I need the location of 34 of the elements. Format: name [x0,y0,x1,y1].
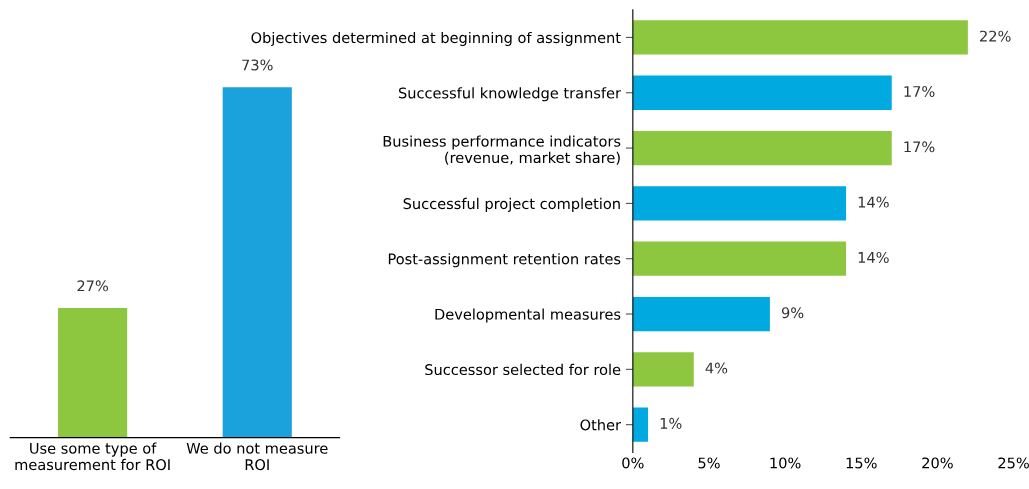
bar [632,186,847,221]
x-tick-label: Use some type of measurement for ROI [15,442,170,471]
x-tick-label: 20% [922,457,953,469]
bar [632,407,649,442]
data-label: 17% [904,141,935,153]
y-tick-label: Business performance indicators (revenue, market share) [383,135,621,165]
y-tick-label: Successor selected for role [425,363,621,376]
y-tick-label: Developmental measures [435,308,621,323]
data-label: 22% [980,30,1011,42]
bar [632,241,847,276]
data-label: 9% [781,307,804,319]
x-tick-label: We do not measure ROI [186,442,328,471]
data-label: 14% [858,251,889,263]
x-tick-label: 15% [846,457,877,469]
y-tick-label: Post-assignment retention rates [388,253,621,268]
x-tick-label: 25% [998,457,1029,469]
x-tick-label: 5% [698,457,720,469]
bar [632,130,892,166]
bar [632,352,694,387]
y-tick-label: Objectives determined at beginning of assignment [251,31,621,47]
data-label: 27% [77,280,109,292]
data-label: 1% [660,417,682,429]
data-label: 14% [858,196,889,208]
y-tick-label: Successful project completion [403,197,620,212]
x-tick-label: 10% [770,457,801,469]
y-tick-label: Other [580,419,622,431]
bar [632,20,968,55]
bar [632,75,892,110]
data-label: 4% [705,362,728,374]
bar [632,296,770,332]
data-label: 17% [904,85,935,97]
data-label: 73% [242,59,273,71]
x-tick-label: 0% [622,457,644,469]
y-tick-label: Successful knowledge transfer [398,87,622,102]
